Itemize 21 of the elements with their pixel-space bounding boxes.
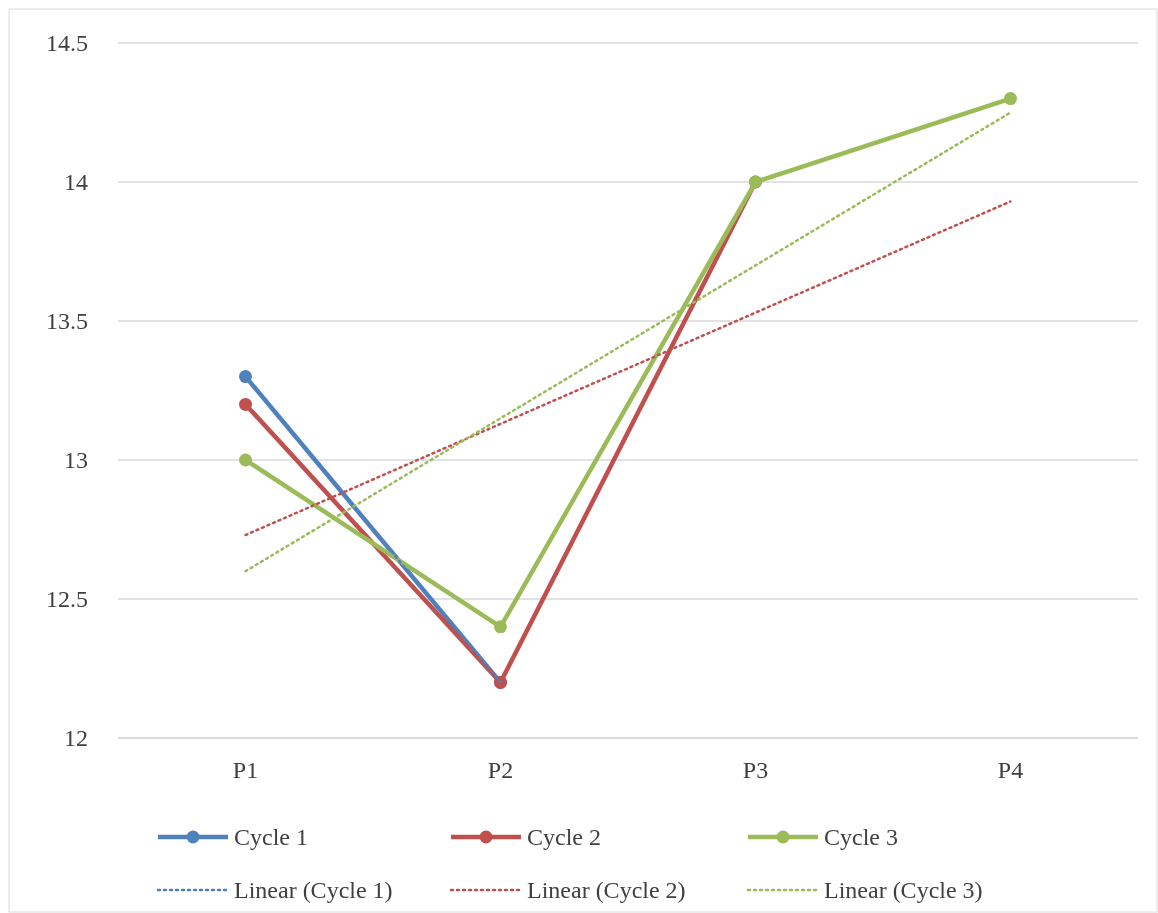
y-tick-label: 13 [64, 447, 88, 474]
y-tick-label: 12 [64, 725, 88, 752]
point [239, 370, 252, 384]
legend-label: Linear (Cycle 2) [527, 877, 686, 904]
legend-label: Cycle 3 [824, 824, 898, 851]
legend-label: Linear (Cycle 1) [234, 877, 393, 904]
y-tick-label: 14.5 [46, 30, 88, 57]
legend-label: Linear (Cycle 3) [824, 877, 983, 904]
y-tick-label: 12.5 [46, 586, 88, 613]
x-tick-label: P2 [487, 757, 514, 783]
legend-label: Cycle 2 [527, 824, 601, 851]
x-tick-label: P3 [742, 757, 769, 783]
x-tick-label: P1 [232, 757, 259, 783]
legend-label: Cycle 1 [234, 824, 308, 851]
point [239, 397, 252, 411]
point [494, 620, 507, 634]
y-tick-label: 14 [64, 169, 88, 196]
point [239, 453, 252, 467]
point [1004, 92, 1017, 106]
x-tick-label: P4 [997, 757, 1024, 783]
y-tick-label: 13.5 [46, 308, 88, 335]
